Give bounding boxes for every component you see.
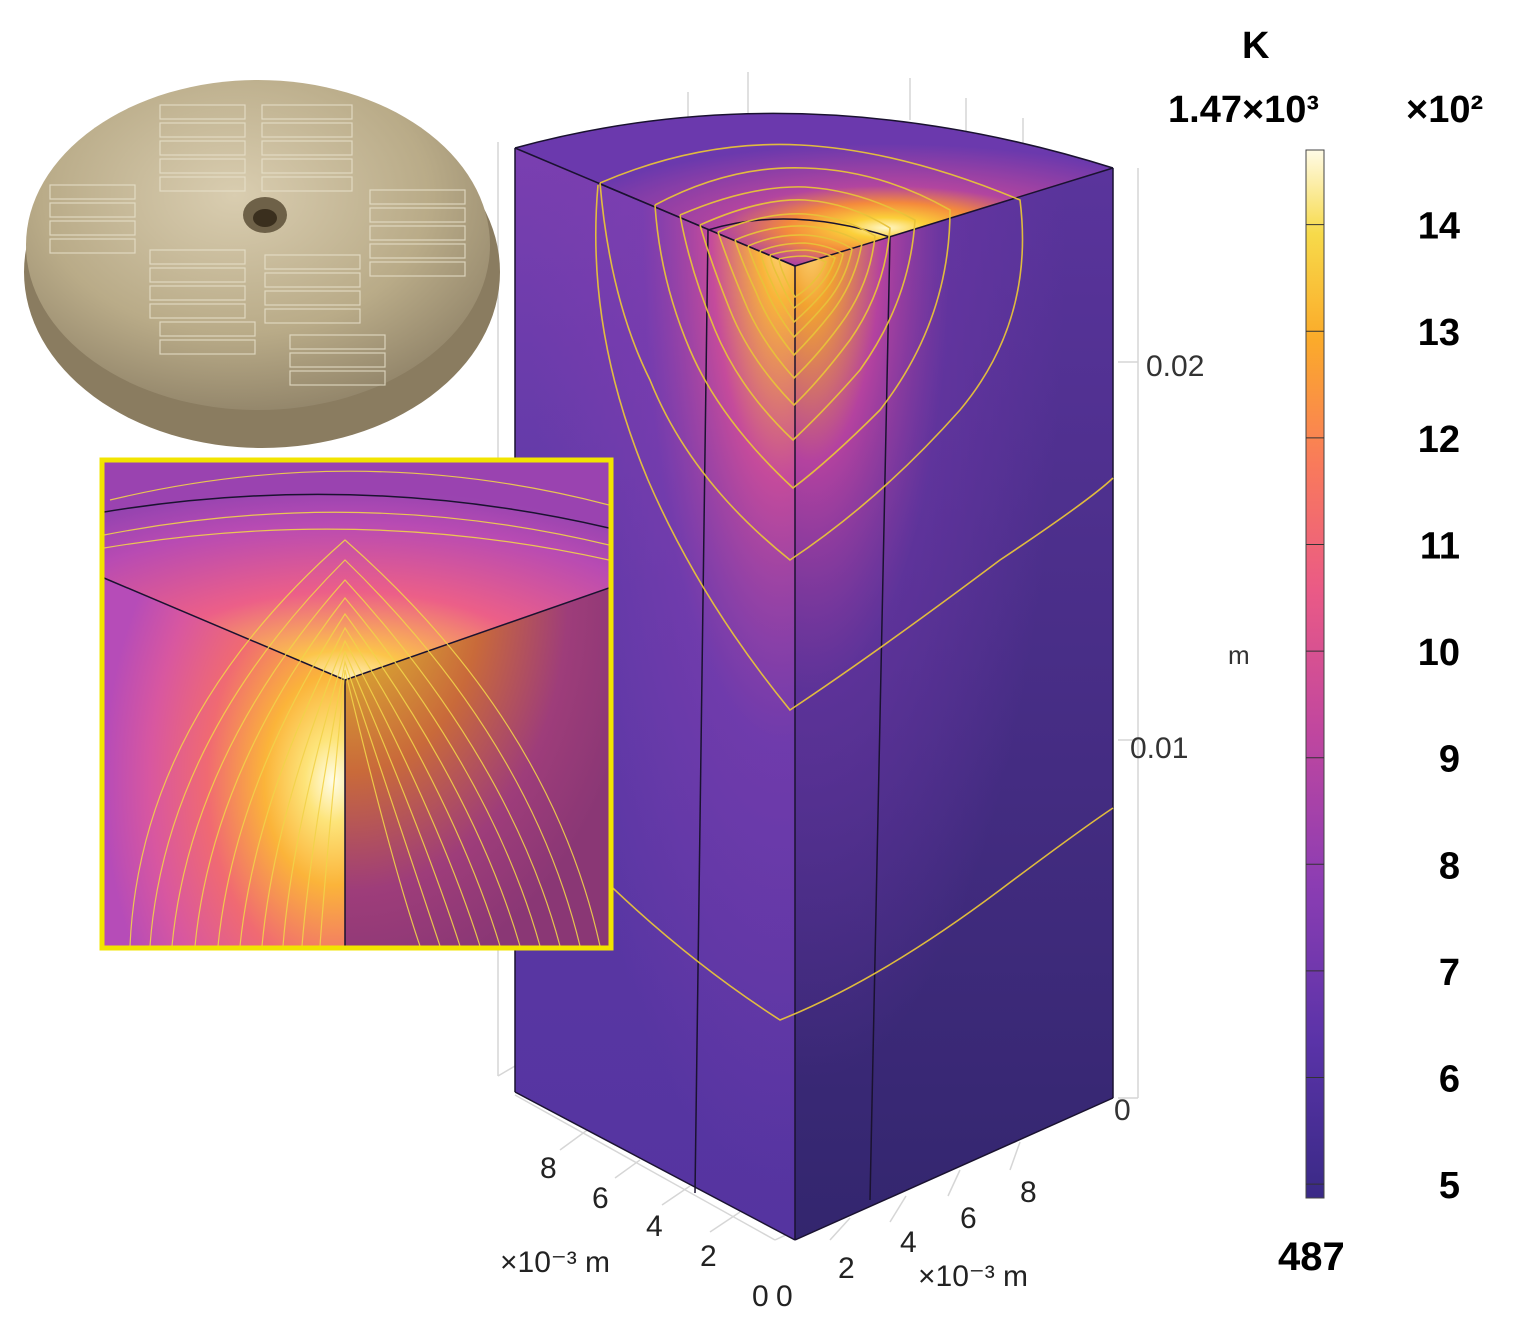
colorbar-tick-label: 10	[1418, 632, 1460, 674]
inset-frame	[99, 457, 614, 951]
left-axis-unit: ×10⁻³ m	[500, 1246, 610, 1279]
quarter-cylinder-model	[514, 112, 1114, 1241]
colorbar-min-label: 487	[1278, 1235, 1345, 1279]
colorbar-multiplier: ×10²	[1406, 89, 1483, 131]
plate-photo	[24, 80, 500, 448]
colorbar-tick-label: 11	[1420, 525, 1460, 567]
z-tick-0: 0	[1114, 1094, 1131, 1127]
isotherm-contours	[519, 143, 1114, 1021]
colorbar-tick-label: 5	[1439, 1165, 1460, 1207]
right-tick-6: 6	[960, 1202, 977, 1235]
left-axis: 8 6 4 2 0 ×10⁻³ m	[500, 1152, 769, 1313]
colorbar-tick-label: 14	[1418, 206, 1460, 248]
colorbar-tick-label: 6	[1439, 1059, 1460, 1101]
right-tick-8: 8	[1020, 1176, 1037, 1209]
colorbar-ticks: 14 13 12 11 10 9 8 7 6 5	[1306, 206, 1460, 1207]
left-tick-2: 2	[700, 1240, 717, 1273]
z-tick-0.02: 0.02	[1146, 350, 1204, 383]
colorbar-gradient	[1305, 149, 1325, 1199]
left-tick-0: 0	[752, 1280, 769, 1313]
z-axis: 0.02 0.01 0 m	[1114, 350, 1250, 1127]
right-tick-4: 4	[900, 1226, 917, 1259]
zoom-inset	[99, 457, 614, 951]
top-face	[515, 113, 1113, 266]
colorbar-tick-label: 7	[1439, 952, 1460, 994]
left-tick-6: 6	[592, 1182, 609, 1215]
colorbar: K 1.47×10³ ×10² 14 13 12 11 10 9 8 7 6 5 487	[1168, 25, 1483, 1279]
right-axis: 0 2 4 6 8 ×10⁻³ m	[776, 1176, 1037, 1313]
z-axis-unit: m	[1228, 640, 1250, 670]
right-tick-2: 2	[838, 1252, 855, 1285]
left-tick-4: 4	[646, 1210, 663, 1243]
right-tick-0: 0	[776, 1280, 793, 1313]
colorbar-max-label: 1.47×10³	[1168, 89, 1319, 131]
colorbar-tick-label: 9	[1439, 739, 1460, 781]
colorbar-tick-label: 12	[1418, 419, 1460, 461]
colorbar-tick-label: 8	[1439, 845, 1460, 887]
right-axis-unit: ×10⁻³ m	[918, 1260, 1028, 1293]
z-tick-0.01: 0.01	[1130, 732, 1188, 765]
colorbar-tick-label: 13	[1418, 312, 1460, 354]
left-tick-8: 8	[540, 1152, 557, 1185]
colorbar-unit: K	[1242, 25, 1270, 67]
